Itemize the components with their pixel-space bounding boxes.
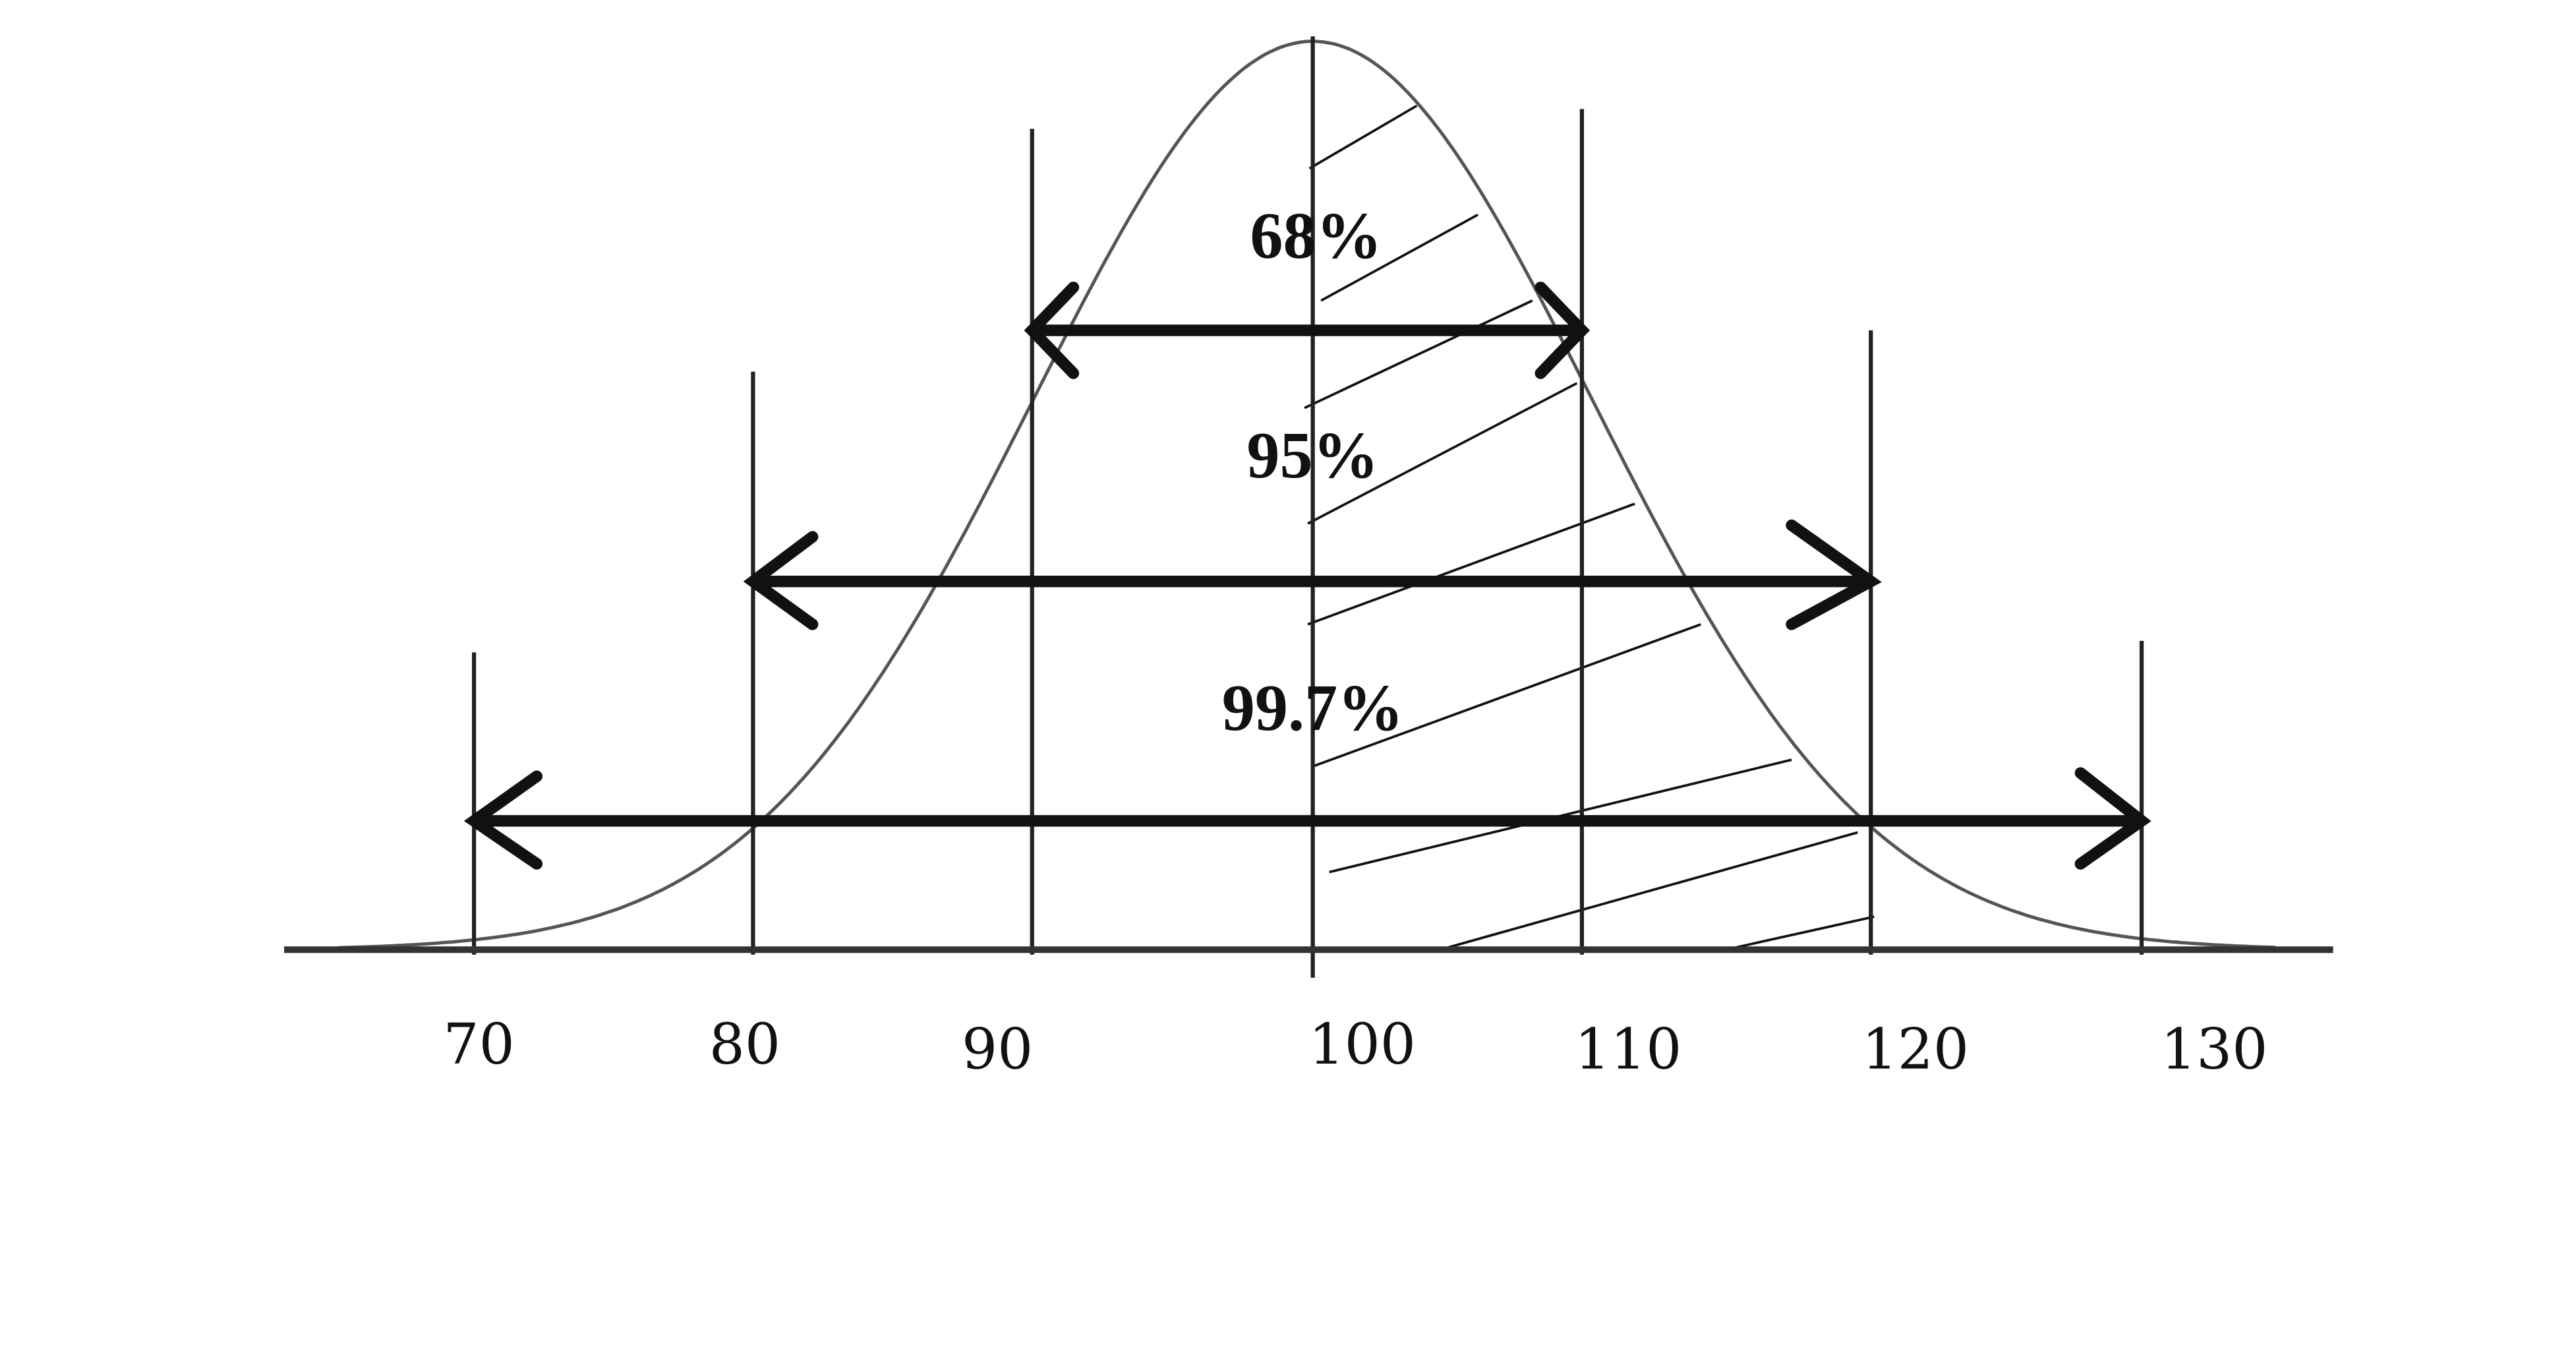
axis-label: 80: [709, 1012, 780, 1077]
axis-label: 110: [1575, 1017, 1682, 1083]
range-label: 99.7%: [1222, 671, 1404, 744]
hatching: [1304, 104, 1875, 952]
axis-label: 100: [1308, 1012, 1416, 1077]
axis-label: 120: [1862, 1017, 1970, 1083]
axis-label: 130: [2161, 1017, 2268, 1083]
range-arrows: [463, 282, 2152, 870]
bell-curve: [338, 40, 2275, 950]
range-label: 95%: [1246, 419, 1378, 492]
axis-label: 90: [962, 1017, 1033, 1083]
axis-label: 70: [443, 1012, 514, 1077]
sigma-lines: [471, 36, 2144, 978]
range-label: 68%: [1250, 199, 1382, 272]
